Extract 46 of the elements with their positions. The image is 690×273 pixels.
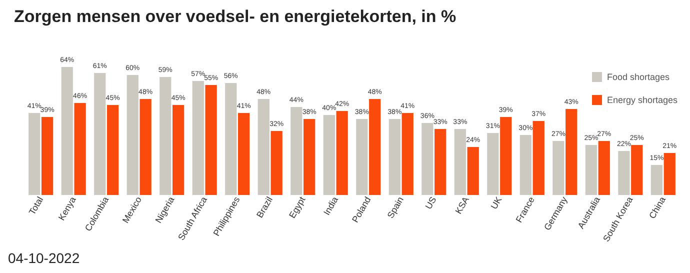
bar xyxy=(566,109,578,195)
bar xyxy=(434,129,446,195)
bar xyxy=(61,67,73,195)
bar xyxy=(369,99,381,195)
bar xyxy=(172,105,184,195)
bar xyxy=(598,141,610,195)
bar xyxy=(631,145,643,195)
bar xyxy=(336,111,348,195)
bar xyxy=(487,133,499,195)
text: 04-10-2022 xyxy=(8,250,80,266)
bar xyxy=(532,121,544,195)
bar xyxy=(356,119,368,195)
bar xyxy=(520,135,532,195)
bar xyxy=(500,117,512,195)
bar xyxy=(552,141,564,195)
legend-label: Food shortages xyxy=(607,72,670,82)
bar xyxy=(126,75,138,195)
bar xyxy=(467,147,479,195)
bar xyxy=(238,113,250,195)
bar xyxy=(160,77,172,195)
bar xyxy=(106,105,119,195)
bar xyxy=(664,153,676,195)
bar xyxy=(205,85,217,195)
bar xyxy=(290,107,302,195)
bar xyxy=(454,129,466,195)
bar xyxy=(225,83,237,195)
bar xyxy=(192,81,204,195)
chart-title: Zorgen mensen over voedsel- en energietekorten, in % xyxy=(14,7,456,26)
bar xyxy=(258,99,270,195)
bar xyxy=(388,119,400,195)
bar xyxy=(650,165,663,195)
bar xyxy=(422,123,434,195)
bar xyxy=(585,145,598,195)
bar xyxy=(41,117,54,195)
bar xyxy=(74,103,86,195)
bar xyxy=(94,73,106,195)
bar xyxy=(618,151,630,195)
bar xyxy=(402,113,414,195)
legend-label: Energy shortages xyxy=(607,95,678,105)
bar xyxy=(304,119,316,195)
bar xyxy=(323,115,335,195)
bar xyxy=(270,131,282,195)
x-tick-label: UK xyxy=(488,195,504,211)
bar xyxy=(28,113,40,195)
x-tick-label: US xyxy=(423,195,438,211)
bar xyxy=(140,99,152,195)
